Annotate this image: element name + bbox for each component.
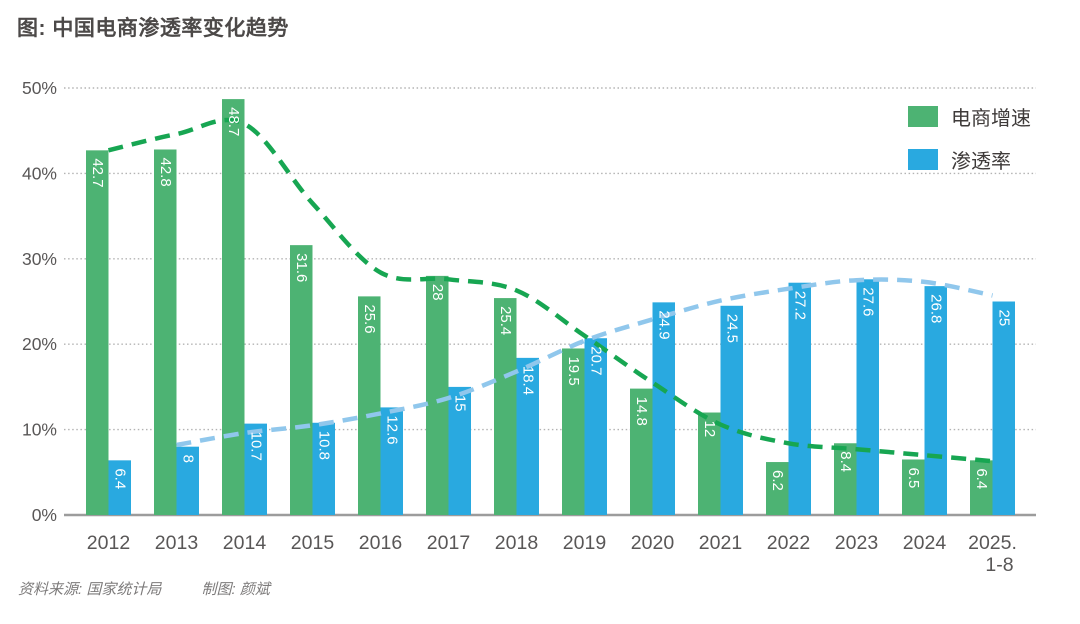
- bar-penetration-2012: [108, 460, 131, 515]
- bar-growth-2020: [630, 388, 653, 515]
- bar-label-penetration-2013: 8: [180, 455, 197, 463]
- y-tick-label-10: 10%: [22, 420, 57, 440]
- trend-lines: [107, 117, 993, 464]
- bar-label-penetration-2018: 18.4: [520, 366, 537, 395]
- bar-label-growth-2014: 48.7: [225, 107, 242, 136]
- bar-label-growth-2012: 42.7: [89, 158, 106, 187]
- bar-growth-2015: [290, 245, 313, 516]
- y-tick-label-30: 30%: [22, 249, 57, 269]
- bar-penetration-2019: [584, 338, 607, 515]
- bar-growth-2025: [970, 460, 993, 515]
- bar-label-penetration-2022: 27.2: [792, 291, 809, 320]
- bar-penetration-2016: [380, 407, 403, 515]
- bar-growth-2024: [902, 459, 925, 515]
- bar-label-growth-2018: 25.4: [497, 306, 514, 335]
- x-tick-label-2015: 2015: [291, 532, 335, 554]
- bar-label-growth-2019: 19.5: [565, 356, 582, 385]
- penetration-swatch: [908, 149, 938, 170]
- bars: [86, 99, 1015, 516]
- x-tick-label-2025: 2025.: [968, 532, 1017, 554]
- bar-value-labels: 42.7 42.8 48.7 31.6 25.6 28 25.4 19.5 14.8 12 6.2 8…: [89, 107, 1013, 491]
- bar-label-penetration-2025: 25: [996, 310, 1013, 327]
- bar-growth-2014: [222, 99, 245, 516]
- x-tick-label-2012: 2012: [87, 532, 130, 554]
- chart-legend: 电商增速 渗透率: [908, 102, 1031, 174]
- bar-label-growth-2021: 12: [701, 421, 718, 438]
- x-tick-label-2019: 2019: [563, 532, 606, 554]
- bar-growth-2023: [834, 443, 857, 515]
- trend-line-penetration: [176, 277, 993, 448]
- bar-penetration-2018: [516, 357, 539, 515]
- bar-penetration-2015: [312, 422, 335, 515]
- bar-label-penetration-2017: 15: [452, 395, 469, 412]
- bar-label-penetration-2020: 24.9: [656, 310, 673, 339]
- bar-growth-2022: [766, 462, 789, 515]
- bar-growth-2019: [562, 348, 585, 515]
- bar-growth-2021: [698, 412, 721, 515]
- x-tick-label-2023: 2023: [835, 532, 878, 554]
- bar-label-growth-2023: 8.4: [837, 451, 854, 472]
- bar-label-growth-2022: 6.2: [769, 470, 786, 491]
- x-tick-label-2013: 2013: [155, 532, 198, 554]
- legend-label-growth: 电商增速: [951, 108, 1031, 130]
- x-tick-label-2021: 2021: [699, 532, 742, 554]
- bar-label-growth-2017: 28: [429, 284, 446, 301]
- bar-label-penetration-2012: 6.4: [112, 468, 129, 489]
- y-tick-label-0: 0%: [32, 505, 57, 525]
- source-note: 资料来源: 国家统计局 制图: 颜斌: [18, 578, 270, 599]
- x-tick-label-2016: 2016: [359, 532, 402, 554]
- bar-penetration-2017: [448, 386, 471, 515]
- bar-penetration-2022: [788, 282, 811, 515]
- bar-label-growth-2013: 42.8: [157, 157, 174, 186]
- x-tick-label-2025-line2: 1-8: [985, 554, 1013, 576]
- bar-label-penetration-2015: 10.8: [316, 431, 333, 460]
- bar-label-growth-2016: 25.6: [361, 304, 378, 333]
- bar-penetration-2013: [176, 446, 199, 515]
- bar-penetration-2021: [720, 305, 743, 515]
- x-tick-label-2014: 2014: [223, 532, 267, 554]
- bar-label-penetration-2016: 12.6: [384, 415, 401, 444]
- bar-label-growth-2020: 14.8: [633, 397, 650, 426]
- bar-label-penetration-2024: 26.8: [928, 294, 945, 323]
- bar-label-growth-2015: 31.6: [293, 253, 310, 282]
- credit-text: 制图: 颜斌: [201, 581, 270, 598]
- x-tick-label-2022: 2022: [767, 532, 810, 554]
- bar-penetration-2025: [992, 301, 1015, 515]
- growth-swatch: [908, 106, 938, 127]
- x-tick-label-2018: 2018: [495, 532, 538, 554]
- chart-title: 图: 中国电商渗透率变化趋势: [17, 17, 289, 40]
- x-tick-label-2017: 2017: [427, 532, 470, 554]
- source-text: 资料来源: 国家统计局: [18, 581, 162, 598]
- bar-penetration-2023: [856, 279, 879, 515]
- y-tick-label-40: 40%: [22, 163, 57, 183]
- y-tick-label-20: 20%: [22, 334, 57, 354]
- bar-label-penetration-2019: 20.7: [588, 346, 605, 375]
- bar-label-growth-2025: 6.4: [973, 468, 990, 489]
- bar-growth-2018: [494, 298, 517, 515]
- bar-growth-2016: [358, 296, 381, 515]
- x-axis-labels: 2012 2013 2014 2015 2016 2017 2018 2019 2020 2021…: [87, 532, 1017, 576]
- legend-label-penetration: 渗透率: [951, 151, 1011, 173]
- bar-penetration-2014: [244, 423, 267, 515]
- bar-growth-2012: [86, 150, 109, 516]
- bar-label-penetration-2023: 27.6: [860, 287, 877, 316]
- bar-growth-2013: [154, 149, 177, 515]
- x-tick-label-2024: 2024: [903, 532, 947, 554]
- bar-label-penetration-2014: 10.7: [248, 432, 265, 461]
- legend-item-penetration: 渗透率: [908, 145, 1031, 174]
- y-tick-label-50: 50%: [22, 78, 57, 98]
- bar-penetration-2020: [652, 302, 675, 515]
- x-tick-label-2020: 2020: [631, 532, 675, 554]
- legend-item-growth: 电商增速: [908, 102, 1031, 131]
- trend-line-growth: [107, 117, 993, 464]
- bar-label-penetration-2021: 24.5: [724, 314, 741, 343]
- bar-label-growth-2024: 6.5: [905, 467, 922, 488]
- bar-growth-2017: [426, 275, 449, 515]
